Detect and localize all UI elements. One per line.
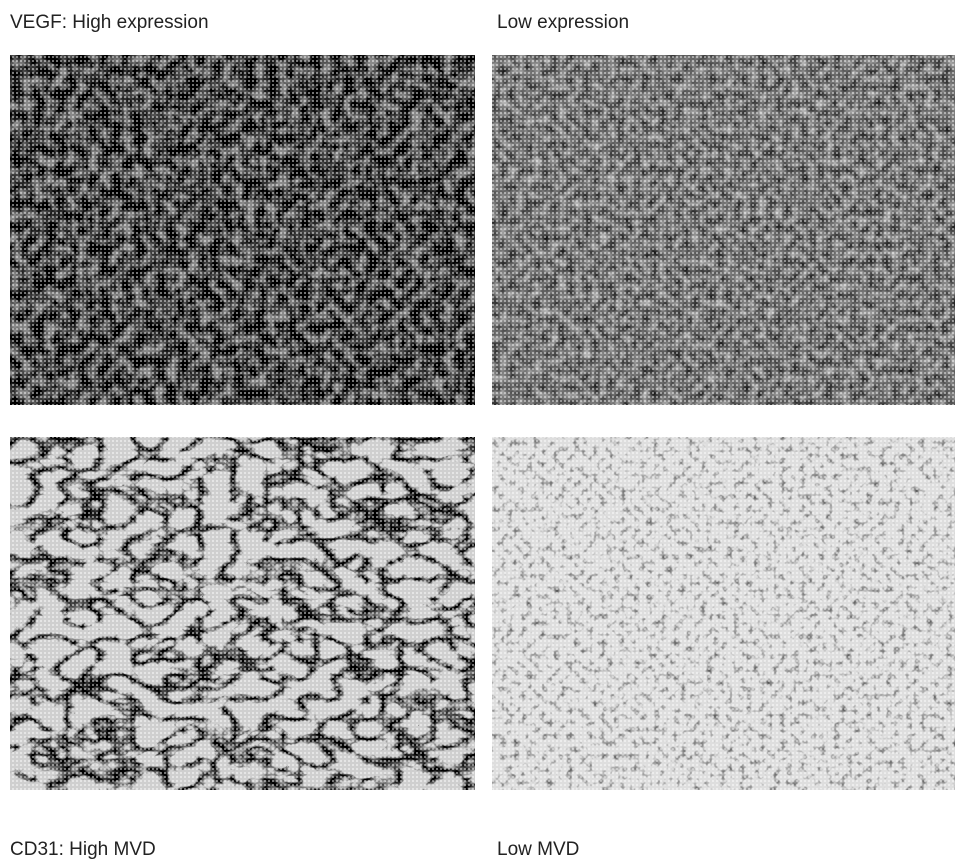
micrograph [492,437,955,790]
panel-label: Low MVD [497,839,579,860]
micrograph [10,437,475,790]
panel-label: CD31: High MVD [10,839,156,860]
micrograph [492,55,955,405]
micrograph [10,55,475,405]
panel-label: VEGF: High expression [10,12,209,33]
panel-label: Low expression [497,12,629,33]
